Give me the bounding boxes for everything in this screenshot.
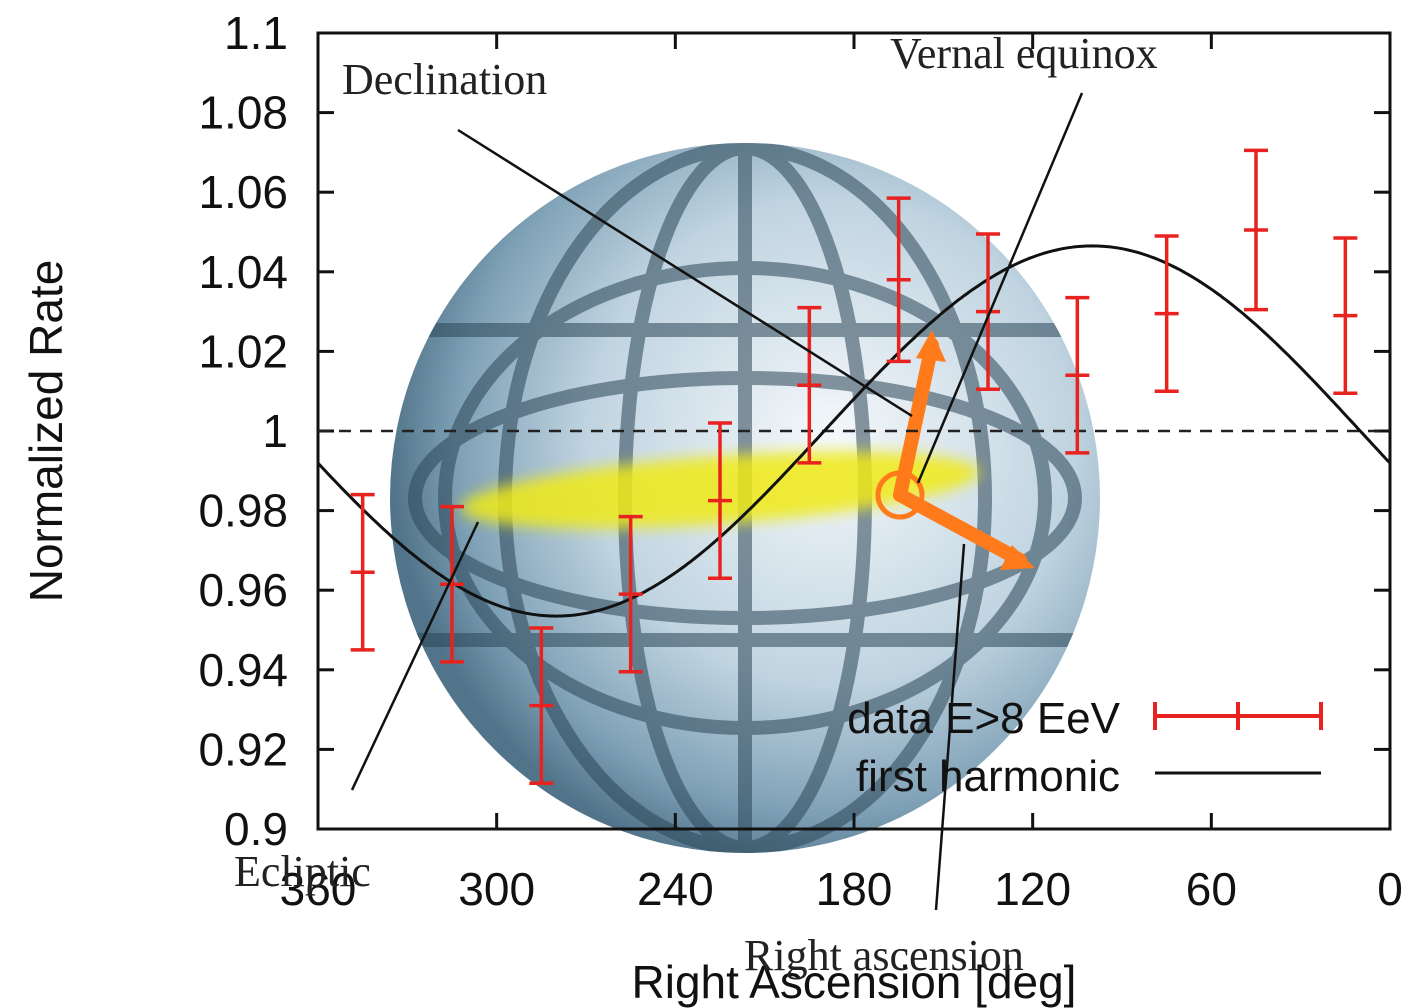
legend-swatch-data [1153,702,1323,730]
legend-label-data: data E>8 EeV [847,694,1120,743]
axis-ticks: 0.9 0.92 0.94 0.96 0.98 1 1.02 1.04 1.06 1.08 1.1 3… [198,7,1402,915]
y-tick-label: 0.96 [198,564,288,616]
error-bar-point [1154,234,1179,393]
x-tick-label: 360 [280,863,357,915]
error-bar-point [1333,236,1358,395]
y-tick-label: 0.94 [198,644,288,696]
y-tick-label: 1.1 [224,7,288,59]
x-tick-label: 120 [994,863,1071,915]
error-bar-point [1065,295,1090,455]
error-bar-point [797,305,822,465]
annotation-lines [350,92,1084,911]
x-axis-title: Right Ascension [deg] [632,956,1077,1008]
y-tick-label: 1.06 [198,166,288,218]
error-bar-point [350,492,375,652]
harmonic-curve [316,244,1392,618]
y-tick-label: 1.04 [198,246,288,298]
x-tick-label: 240 [637,863,714,915]
legend-label-harmonic: first harmonic [856,752,1120,801]
harmonic-curve-group [316,244,1392,618]
y-tick-label: 0.9 [224,803,288,855]
error-bar-point [618,514,643,674]
y-tick-label: 1.08 [198,87,288,139]
annotation-declination: Declination [342,55,547,104]
y-tick-label: 1 [262,405,288,457]
x-tick-label: 180 [816,863,893,915]
y-tick-label: 0.98 [198,485,288,537]
x-tick-label: 0 [1377,863,1403,915]
error-bar-point [708,421,732,581]
x-tick-label: 300 [458,863,535,915]
error-bar-group [350,148,1358,785]
error-bar-point [976,232,1000,391]
x-tick-label: 60 [1186,863,1237,915]
annotation-right-ascension: Right ascension [744,931,1024,980]
y-tick-label: 1.02 [198,325,288,377]
error-bar-point [529,626,554,785]
y-tick-label: 0.92 [198,723,288,775]
error-bar-point [1244,148,1268,312]
error-bar-point [886,196,911,364]
y-axis-title: Normalized Rate [20,260,72,603]
annotation-ecliptic: Ecliptic [234,847,371,896]
legend: data E>8 EeV first harmonic [847,694,1323,801]
annotation-vernal-equinox: Vernal equinox [890,29,1158,78]
error-bar-point [440,504,464,664]
